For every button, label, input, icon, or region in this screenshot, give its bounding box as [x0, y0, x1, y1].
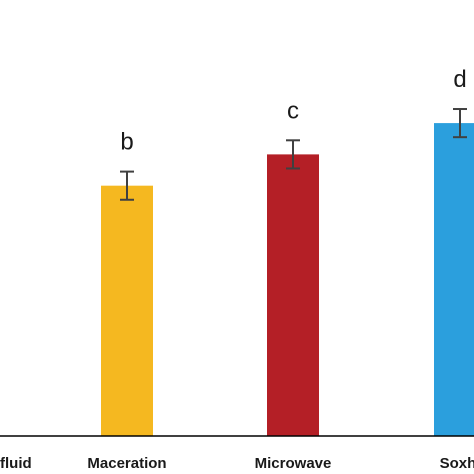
bars-layer: [101, 123, 474, 437]
significance-label-microwave: c: [287, 97, 299, 124]
significance-labels-layer: b c d: [120, 66, 466, 156]
category-label-microwave: Microwave: [255, 455, 332, 472]
category-label-maceration: Maceration: [87, 455, 166, 472]
error-bar-maceration: [120, 170, 134, 201]
bar-soxhl: [434, 123, 474, 436]
category-labels-layer: fluid Maceration Microwave Soxhl: [0, 455, 474, 472]
error-bars-layer: [120, 108, 467, 201]
significance-label-maceration: b: [120, 129, 133, 156]
category-label-fluid: fluid: [0, 455, 32, 472]
error-bar-microwave: [286, 139, 300, 170]
bar-microwave: [267, 154, 319, 437]
significance-label-soxhl: d: [453, 66, 466, 93]
error-bar-soxhl: [453, 108, 467, 139]
bar-maceration: [101, 185, 153, 436]
category-label-soxhl: Soxhl: [440, 455, 474, 472]
